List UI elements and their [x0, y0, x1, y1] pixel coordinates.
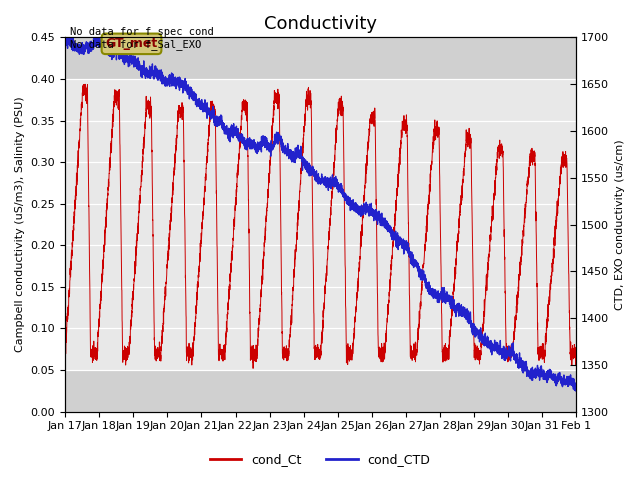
Legend: cond_Ct, cond_CTD: cond_Ct, cond_CTD: [205, 448, 435, 471]
Text: No data for f_spec_cond: No data for f_spec_cond: [70, 26, 214, 37]
Y-axis label: Campbell conductivity (uS/m3), Salinity (PSU): Campbell conductivity (uS/m3), Salinity …: [15, 96, 25, 352]
Title: Conductivity: Conductivity: [264, 15, 377, 33]
Text: GT_met: GT_met: [106, 37, 157, 50]
Bar: [65, 79, 577, 370]
Text: No data for f_Sal_EXO: No data for f_Sal_EXO: [70, 39, 202, 50]
Y-axis label: CTD, EXO conductivity (us/cm): CTD, EXO conductivity (us/cm): [615, 139, 625, 310]
